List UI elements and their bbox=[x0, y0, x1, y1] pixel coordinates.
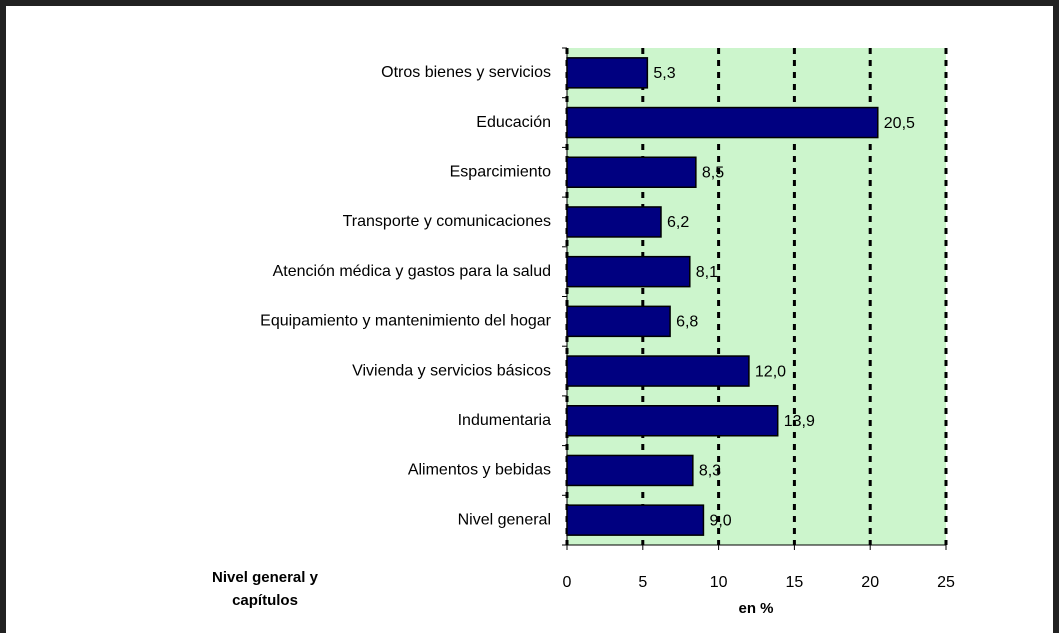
bar bbox=[566, 504, 705, 536]
value-label: 20,5 bbox=[884, 115, 915, 132]
y-tick-label: Alimentos y bebidas bbox=[408, 462, 551, 479]
bar bbox=[566, 206, 662, 238]
y-tick-label: Atención médica y gastos para la salud bbox=[273, 263, 551, 280]
bar bbox=[566, 106, 879, 139]
y-tick-label: Vivienda y servicios básicos bbox=[352, 362, 551, 379]
value-label: 8,3 bbox=[699, 463, 721, 480]
value-label: 5,3 bbox=[653, 65, 675, 82]
x-tick-label: 10 bbox=[710, 574, 728, 591]
y-axis-title: Nivel general y bbox=[212, 569, 319, 586]
x-tick-label: 0 bbox=[563, 574, 572, 591]
x-tick-label: 25 bbox=[937, 574, 955, 591]
value-label: 8,5 bbox=[702, 164, 724, 181]
bar bbox=[566, 305, 671, 338]
x-axis-title: en % bbox=[738, 600, 773, 617]
value-label: 8,1 bbox=[696, 264, 718, 281]
value-label: 12,0 bbox=[755, 363, 786, 380]
bar bbox=[566, 454, 694, 487]
y-tick-label: Indumentaria bbox=[458, 412, 551, 429]
x-tick-label: 5 bbox=[638, 574, 647, 591]
y-tick-label: Transporte y comunicaciones bbox=[343, 213, 551, 230]
bar bbox=[566, 355, 750, 387]
y-tick-label: Esparcimiento bbox=[450, 163, 551, 180]
bar bbox=[566, 156, 697, 188]
value-label: 9,0 bbox=[709, 512, 731, 529]
bar bbox=[566, 405, 779, 437]
y-tick-label: Otros bienes y servicios bbox=[381, 64, 551, 81]
x-tick-label: 15 bbox=[786, 574, 804, 591]
value-label: 6,8 bbox=[676, 314, 698, 331]
y-tick-label: Educación bbox=[476, 114, 551, 131]
bar bbox=[566, 255, 691, 288]
value-label: 6,2 bbox=[667, 214, 689, 231]
y-axis-title: capítulos bbox=[232, 592, 298, 609]
value-label: 13,9 bbox=[784, 413, 815, 430]
x-tick-label: 20 bbox=[861, 574, 879, 591]
y-tick-label: Equipamiento y mantenimiento del hogar bbox=[260, 313, 552, 330]
bar bbox=[566, 57, 649, 89]
y-tick-label: Nivel general bbox=[458, 511, 551, 528]
